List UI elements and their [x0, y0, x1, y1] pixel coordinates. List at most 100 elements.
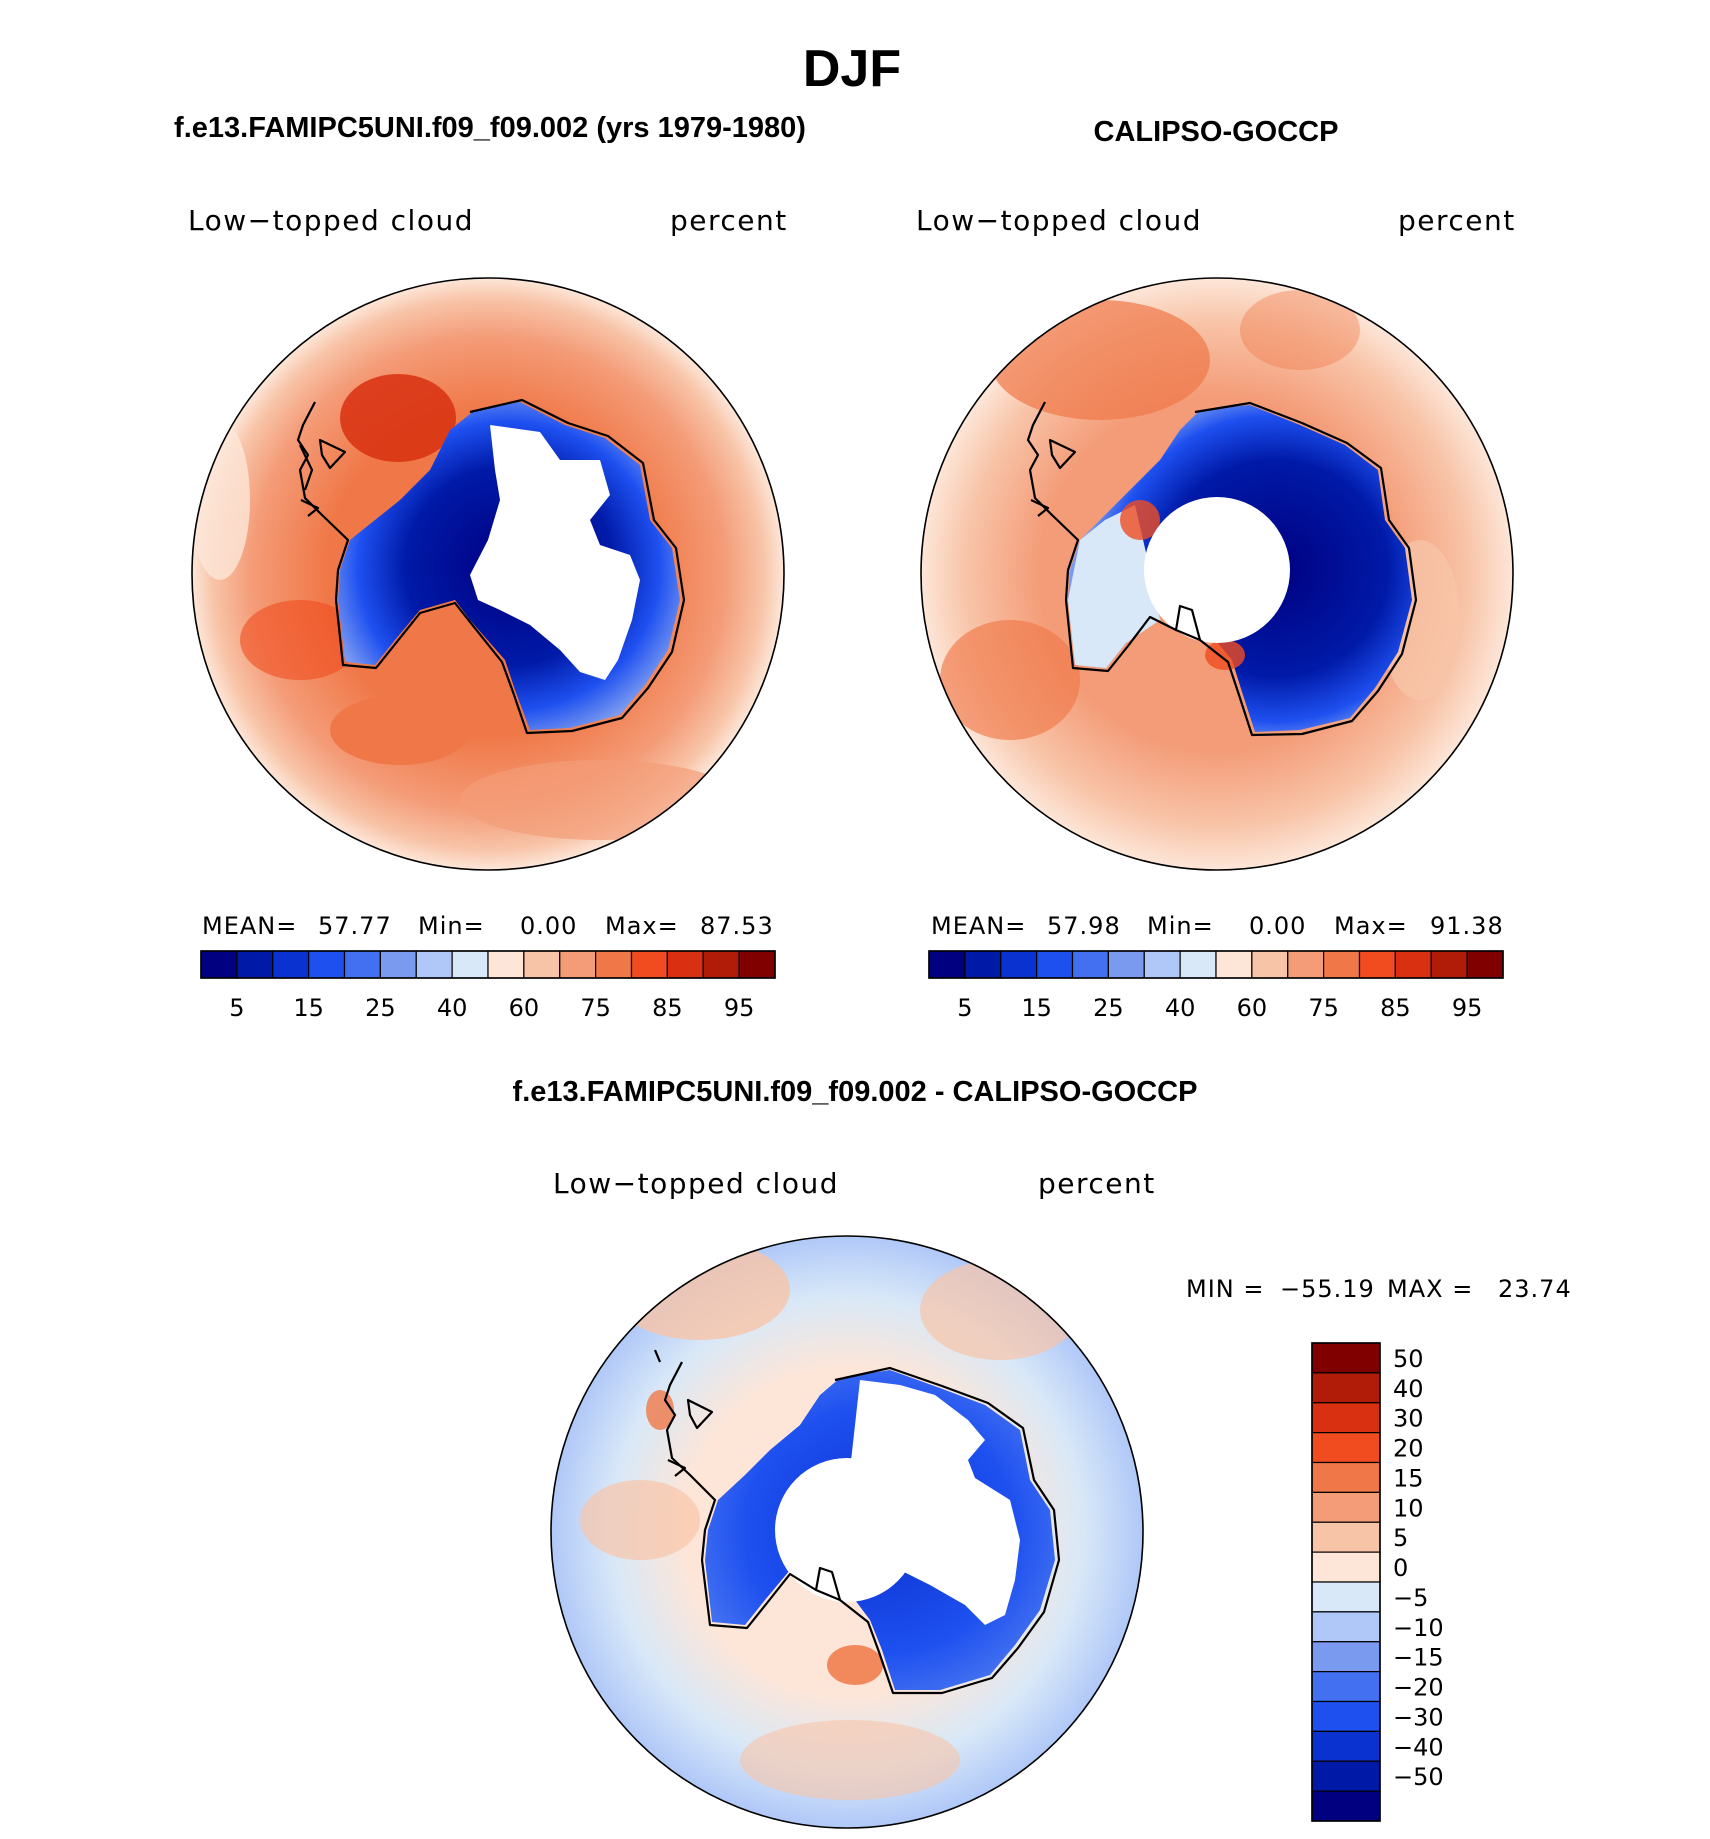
panel-diff-min-label: MIN =	[1186, 1275, 1264, 1303]
panel-obs-colorbar-tick: 40	[1165, 994, 1196, 1022]
panel-diff-colorbar-box-12	[1311, 1700, 1381, 1732]
panel-diff-colorbar-box-3	[1311, 1432, 1381, 1464]
panel-model-colorbar-box-12	[630, 950, 668, 979]
panel-obs-colorbar-box-3	[1036, 950, 1074, 979]
panel-diff-stats: MIN = −55.19 MAX = 23.74	[1186, 1275, 1571, 1303]
panel-model-colorbar-tick: 75	[580, 994, 611, 1022]
panel-diff-colorbar-tick: −50	[1393, 1763, 1444, 1791]
panel-diff-colorbar-box-8	[1311, 1581, 1381, 1613]
panel-model-colorbar-box-4	[343, 950, 381, 979]
panel-diff-colorbar-tick: 50	[1393, 1345, 1424, 1373]
panel-diff-colorbar-box-1	[1311, 1372, 1381, 1404]
panel-diff-map	[551, 1236, 1143, 1828]
panel-obs-colorbar-box-12	[1358, 950, 1396, 979]
panel-diff-colorbar-box-13	[1311, 1730, 1381, 1762]
panel-diff-colorbar-tick: −10	[1393, 1614, 1444, 1642]
panel-obs-mean-value: 57.98	[1047, 912, 1121, 940]
panel-model-colorbar-box-2	[272, 950, 310, 979]
panel-obs-colorbar-tick: 25	[1093, 994, 1124, 1022]
panel-model-colorbar-box-11	[595, 950, 633, 979]
panel-diff-min-value: −55.19	[1280, 1275, 1375, 1303]
panel-diff-colorbar-box-9	[1311, 1611, 1381, 1643]
panel-diff: f.e13.FAMIPC5UNI.f09_f09.002 - CALIPSO-G…	[513, 1076, 1571, 1829]
panel-diff-colorbar-box-2	[1311, 1402, 1381, 1434]
panel-model-colorbar-tick: 25	[365, 994, 396, 1022]
panel-obs-units: percent	[1398, 204, 1516, 237]
panel-diff-colorbar-box-0	[1311, 1342, 1381, 1374]
panel-obs-colorbar-tick: 15	[1021, 994, 1052, 1022]
panel-obs-colorbar-box-14	[1430, 950, 1468, 979]
panel-diff-colorbar-tick: 5	[1393, 1524, 1408, 1552]
panel-diff-colorbar-box-5	[1311, 1491, 1381, 1523]
panel-diff-colorbar-tick: 10	[1393, 1494, 1424, 1522]
panel-model-mean-label: MEAN=	[202, 912, 297, 940]
panel-obs-variable: Low−topped cloud	[916, 204, 1202, 237]
panel-diff-colorbar-box-7	[1311, 1551, 1381, 1583]
panel-obs-colorbar-box-13	[1394, 950, 1432, 979]
panel-obs-min-value: 0.00	[1249, 912, 1306, 940]
panel-model-colorbar-tick: 5	[229, 994, 244, 1022]
panel-model-colorbar: 5 15 25 40 60 75 85 95	[200, 950, 776, 1022]
panel-model-colorbar-box-7	[451, 950, 489, 979]
panel-obs-colorbar-box-0	[928, 950, 966, 979]
panel-obs-colorbar-box-2	[1000, 950, 1038, 979]
panel-model-colorbar-box-0	[200, 950, 238, 979]
panel-diff-colorbar-box-6	[1311, 1521, 1381, 1553]
panel-diff-units: percent	[1038, 1167, 1156, 1200]
panel-obs: CALIPSO-GOCCP Low−topped cloud percent M…	[916, 116, 1516, 1022]
panel-diff-colorbar-box-11	[1311, 1671, 1381, 1703]
panel-diff-colorbar-box-15	[1311, 1790, 1381, 1822]
panel-obs-colorbar-box-15	[1466, 950, 1504, 979]
panel-model-max-value: 87.53	[700, 912, 774, 940]
panel-obs-colorbar-tick: 60	[1237, 994, 1268, 1022]
panel-obs-colorbar-box-1	[964, 950, 1002, 979]
panel-model-map	[192, 278, 784, 870]
panel-model-colorbar-frame	[200, 950, 776, 979]
panel-model-map-border	[191, 277, 785, 871]
panel-diff-colorbar-tick: 0	[1393, 1554, 1408, 1582]
panel-diff-colorbar-tick: 40	[1393, 1375, 1424, 1403]
panel-diff-variable: Low−topped cloud	[553, 1167, 839, 1200]
panel-model-colorbar-tick: 15	[293, 994, 324, 1022]
panel-diff-colorbar-tick: 15	[1393, 1464, 1424, 1492]
panel-model: f.e13.FAMIPC5UNI.f09_f09.002 (yrs 1979-1…	[174, 112, 806, 1022]
panel-model-colorbar-box-15	[738, 950, 776, 979]
panel-model-max-label: Max=	[605, 912, 679, 940]
panel-model-min-label: Min=	[418, 912, 485, 940]
panel-obs-colorbar-frame	[928, 950, 1504, 979]
panel-diff-map-border	[550, 1235, 1144, 1829]
panel-obs-colorbar-tick: 75	[1308, 994, 1339, 1022]
panel-model-units: percent	[670, 204, 788, 237]
panel-obs-colorbar-tick: 85	[1380, 994, 1411, 1022]
panel-obs-colorbar-box-6	[1143, 950, 1181, 979]
panel-model-variable: Low−topped cloud	[188, 204, 474, 237]
panel-diff-colorbar-box-10	[1311, 1641, 1381, 1673]
panel-obs-colorbar-box-7	[1179, 950, 1217, 979]
panel-obs-max-value: 91.38	[1430, 912, 1504, 940]
panel-diff-colorbar-frame	[1311, 1342, 1381, 1822]
panel-obs-colorbar-tick: 5	[957, 994, 972, 1022]
panel-diff-colorbar-box-14	[1311, 1760, 1381, 1792]
panel-diff-colorbar-tick: −30	[1393, 1703, 1444, 1731]
panel-diff-title: f.e13.FAMIPC5UNI.f09_f09.002 - CALIPSO-G…	[513, 1076, 1198, 1108]
panel-model-colorbar-box-8	[487, 950, 525, 979]
panel-model-stats: MEAN= 57.77 Min= 0.00 Max= 87.53	[202, 912, 774, 940]
panel-model-colorbar-tick: 40	[437, 994, 468, 1022]
panel-model-title: f.e13.FAMIPC5UNI.f09_f09.002 (yrs 1979-1…	[174, 112, 806, 144]
panel-obs-colorbar-box-5	[1107, 950, 1145, 979]
panel-model-colorbar-tick: 85	[652, 994, 683, 1022]
panel-model-colorbar-box-1	[236, 950, 274, 979]
panel-obs-map	[921, 278, 1513, 870]
panel-model-colorbar-box-6	[415, 950, 453, 979]
panel-diff-colorbar-tick: −5	[1393, 1584, 1428, 1612]
panel-diff-colorbar-tick: 30	[1393, 1405, 1424, 1433]
panel-obs-colorbar-box-8	[1215, 950, 1253, 979]
panel-obs-min-label: Min=	[1147, 912, 1214, 940]
panel-obs-colorbar: 5 15 25 40 60 75 85 95	[928, 950, 1504, 1022]
panel-model-colorbar-box-13	[666, 950, 704, 979]
panel-diff-colorbar-tick: −20	[1393, 1674, 1444, 1702]
figure-title: DJF	[803, 40, 901, 98]
panel-obs-colorbar-box-11	[1323, 950, 1361, 979]
